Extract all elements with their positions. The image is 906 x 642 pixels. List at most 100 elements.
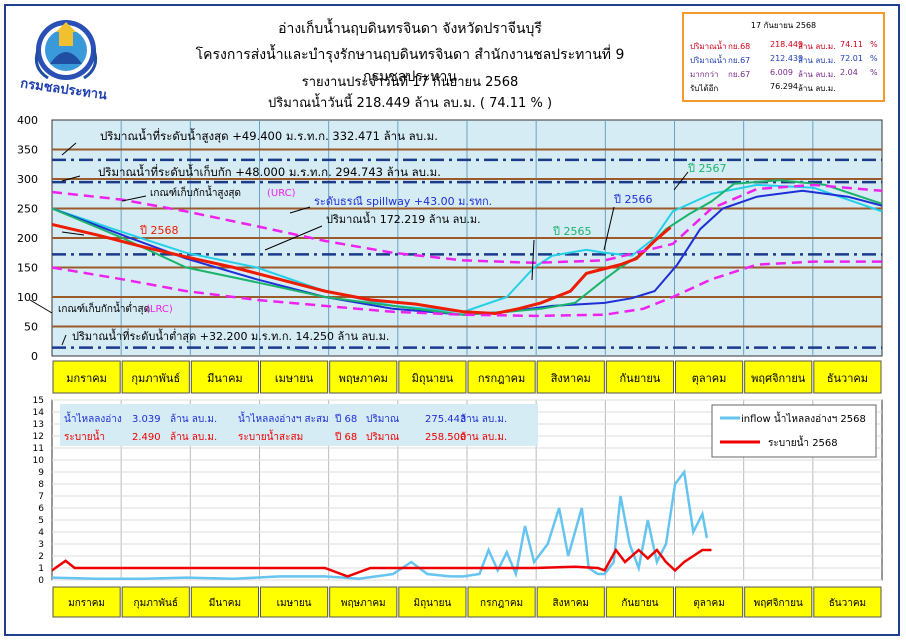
stat-value: 6.009 [770, 68, 793, 77]
flow-y-tick: 3 [38, 540, 44, 550]
y-tick-label: 300 [17, 173, 38, 186]
y-tick-label: 250 [17, 203, 38, 216]
month-label: พฤศจิกายน [751, 372, 806, 385]
flow-legend [711, 404, 877, 458]
normal-level-label: ปริมาณน้ำที่ระดับน้ำเก็บกัก +48.000 ม.ร.… [98, 164, 441, 179]
rid-logo: กรมชลประทาน [19, 20, 108, 102]
month-label: เมษายน [275, 372, 314, 385]
flow-y-tick: 4 [38, 528, 44, 538]
info-row2-col2: 2.490 [132, 432, 161, 443]
info-row2-col5: ปี 68 [334, 431, 357, 443]
month-cell [398, 360, 467, 394]
stat-pct-unit: % [870, 40, 878, 49]
month-cell [744, 586, 813, 618]
y-tick-label: 350 [17, 144, 38, 157]
flow-y-tick: 14 [33, 408, 45, 418]
month-cell [536, 360, 605, 394]
month-label: กันยายน [620, 372, 661, 385]
label-2567: ปี 2567 [687, 162, 727, 175]
info-row2-col1: ระบายน้ำ [64, 429, 105, 443]
series-line-6 [51, 260, 882, 318]
stat-pct-unit: % [870, 68, 878, 77]
annotation-pointer [61, 175, 81, 182]
month-cell [536, 586, 605, 618]
flow-y-tick: 1 [38, 564, 44, 574]
month-label: เมษายน [277, 598, 312, 609]
month-label: กุมภาพันธ์ [131, 372, 180, 385]
info-row2-col7: 258.500 [425, 432, 466, 443]
month-label: มีนาคม [209, 597, 241, 609]
stat-value: 218.449 [770, 40, 804, 49]
urc-tag: (URC) [267, 188, 296, 199]
legend-label-inflow: inflow น้ำไหลลงอ่างฯ 2568 [741, 411, 866, 425]
flow-y-tick: 12 [33, 432, 44, 442]
stat-unit: ล้าน ลบ.ม. [798, 42, 836, 51]
flow-series-1 [51, 468, 709, 581]
info-row1-col8: ล้าน ลบ.ม. [460, 413, 507, 425]
stat-unit: ล้าน ลบ.ม. [798, 84, 836, 93]
month-label: ธันวาคม [829, 598, 866, 609]
info-row2-col3: ล้าน ลบ.ม. [170, 431, 217, 443]
label-2566: ปี 2566 [613, 193, 653, 206]
stat-unit: ล้าน ลบ.ม. [798, 56, 836, 65]
info-row1-col3: ล้าน ลบ.ม. [170, 413, 217, 425]
month-cell [744, 360, 813, 394]
stat-year: กย.68 [728, 42, 751, 51]
annotation-pointer [29, 299, 53, 314]
y-tick-label: 50 [24, 321, 38, 334]
month-cell [260, 586, 329, 618]
month-cell [398, 586, 467, 618]
y-tick-label: 200 [17, 232, 38, 245]
min-level-label: ปริมาณน้ำที่ระดับน้ำต่ำสุด +32.200 ม.ร.ท… [72, 328, 389, 343]
info-row1-col7: 275.443 [425, 414, 466, 425]
month-label: สิงหาคม [553, 598, 589, 609]
stat-row: รับได้อีก 76.294 ล้าน ลบ.ม. [690, 82, 880, 93]
annotation-pointer [264, 225, 323, 251]
y-tick-label: 400 [17, 114, 38, 127]
month-label: พฤษภาคม [341, 598, 386, 609]
month-cell [813, 360, 882, 394]
label-2568: ปี 2568 [139, 224, 179, 237]
month-label: ตุลาคม [692, 372, 727, 385]
stat-row: ปริมาณน้ำ กย.67 212.439 ล้าน ลบ.ม. 72.01% [690, 54, 880, 65]
report-date: รายงานประจำวันที่ 17 กันยายน 2568 [301, 75, 519, 90]
y-tick-label: 150 [17, 262, 38, 275]
month-label: กรกฎาคม [478, 372, 525, 385]
series-line-5 [51, 183, 883, 265]
stat-date: 17 กันยายน 2568 [750, 21, 817, 30]
flow-y-tick: 9 [38, 468, 44, 478]
title-line-1: อ่างเก็บน้ำนฤบดินทรจินดา จังหวัดปราจีนบุ… [278, 21, 542, 37]
legend-label-release: ระบายน้ำ 2568 [768, 435, 838, 449]
month-cell [190, 360, 259, 394]
month-label: มิถุนายน [414, 598, 452, 609]
info-row2-col6: ปริมาณ [366, 432, 399, 443]
month-label: กุมภาพันธ์ [134, 597, 178, 609]
stat-unit: ล้าน ลบ.ม. [798, 70, 836, 79]
annotation-pointer [531, 239, 535, 281]
flow-y-tick: 2 [38, 552, 44, 562]
flow-y-tick: 5 [38, 516, 44, 526]
info-row1-col4: น้ำไหลลงอ่างฯ สะสม [238, 411, 329, 425]
y-tick-label: 0 [31, 350, 38, 363]
info-row2-col8: ล้าน ลบ.ม. [460, 431, 507, 443]
flow-y-tick: 10 [33, 456, 45, 466]
info-row1-col5: ปี 68 [334, 413, 357, 425]
flow-y-tick: 0 [38, 576, 44, 586]
month-cell [467, 360, 536, 394]
month-cell [467, 586, 536, 618]
spillway-label: ระดับธรณี spillway +43.00 ม.รทก. [314, 195, 492, 208]
month-cell [260, 360, 329, 394]
info-row1-col6: ปริมาณ [366, 414, 399, 425]
annotation-pointer [673, 171, 689, 191]
flow-y-tick: 11 [33, 444, 44, 454]
flow-y-tick: 7 [38, 492, 44, 502]
flow-info-panel [60, 404, 538, 446]
info-row1-col2: 3.039 [132, 414, 161, 425]
flow-y-tick: 8 [38, 480, 44, 490]
month-cell [329, 360, 398, 394]
month-label: พฤศจิกายน [754, 598, 803, 609]
annotation-pointer [61, 334, 67, 346]
stat-value: 212.439 [770, 54, 804, 63]
stat-label: มากกว่า [690, 70, 719, 79]
